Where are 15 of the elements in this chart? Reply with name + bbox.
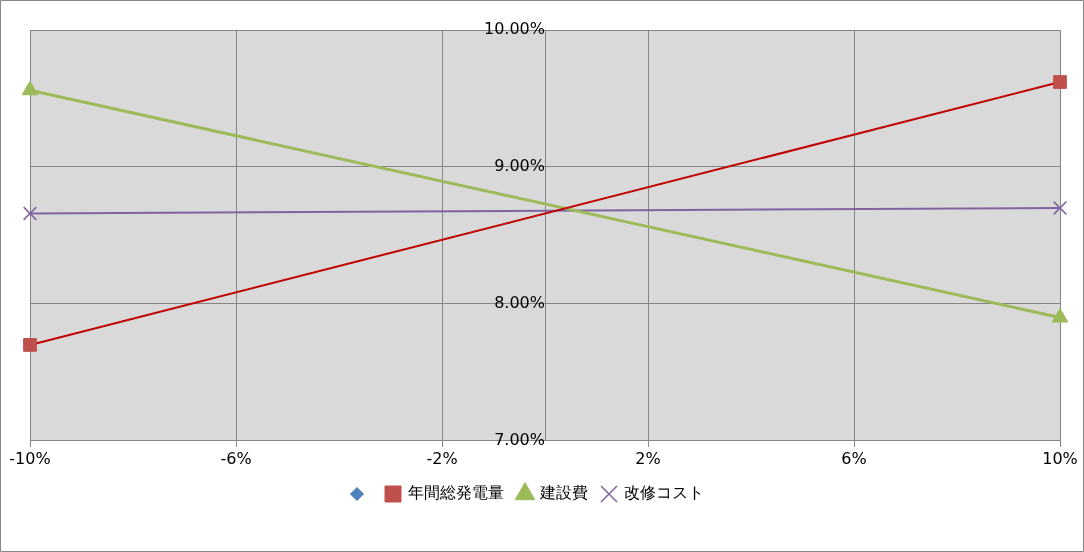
y-tick-label: 8.00%	[494, 293, 545, 313]
legend-label: 建設費	[539, 483, 588, 503]
x-tick-label: 6%	[841, 448, 867, 468]
point	[22, 206, 38, 221]
y-tick-label: 9.00%	[494, 156, 545, 176]
x-tick-label: 2%	[635, 448, 661, 468]
legend-label: 年間総発電量	[408, 483, 504, 503]
legend-label: 改修コスト	[624, 483, 704, 503]
x-tick-label: -2%	[426, 448, 458, 468]
x-tick-label: -10%	[9, 448, 51, 468]
x-tick-label: 10%	[1042, 448, 1078, 468]
y-tick-label: 10.00%	[483, 19, 545, 39]
x-tick-label: -6%	[220, 448, 252, 468]
y-tick-label: 7.00%	[494, 429, 545, 449]
point	[1052, 200, 1068, 216]
